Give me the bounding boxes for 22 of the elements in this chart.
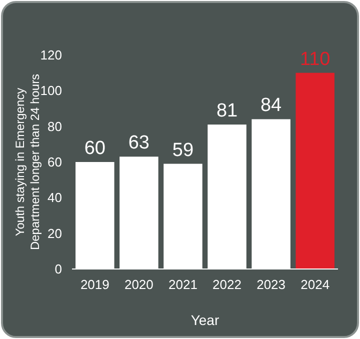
y-tick-label: 120 (40, 48, 62, 63)
data-label: 63 (128, 132, 150, 154)
x-axis-title: Year (190, 312, 220, 328)
bar (296, 72, 334, 269)
y-tick-label: 60 (48, 154, 62, 170)
y-tick-label: 20 (48, 226, 62, 241)
y-tick-label: 100 (40, 83, 62, 98)
x-tick-label: 2023 (256, 277, 286, 292)
data-label: 59 (172, 140, 194, 161)
data-label: 60 (84, 138, 106, 159)
data-label: 81 (216, 100, 238, 122)
data-label: 84 (260, 95, 282, 116)
x-tick-label: 2020 (124, 277, 154, 292)
x-tick-label: 2022 (212, 277, 242, 292)
data-label: 110 (300, 48, 330, 70)
y-tick-label: 40 (48, 190, 62, 206)
y-tick-label: 80 (48, 118, 62, 134)
x-tick-label: 2019 (80, 277, 110, 292)
y-tick-label: 0 (54, 262, 62, 277)
x-tick-label: 2024 (300, 277, 330, 292)
y-axis-title: Youth staying in Emergency Department longer than 24 hours (13, 74, 42, 250)
x-tick-label: 2021 (168, 277, 198, 292)
